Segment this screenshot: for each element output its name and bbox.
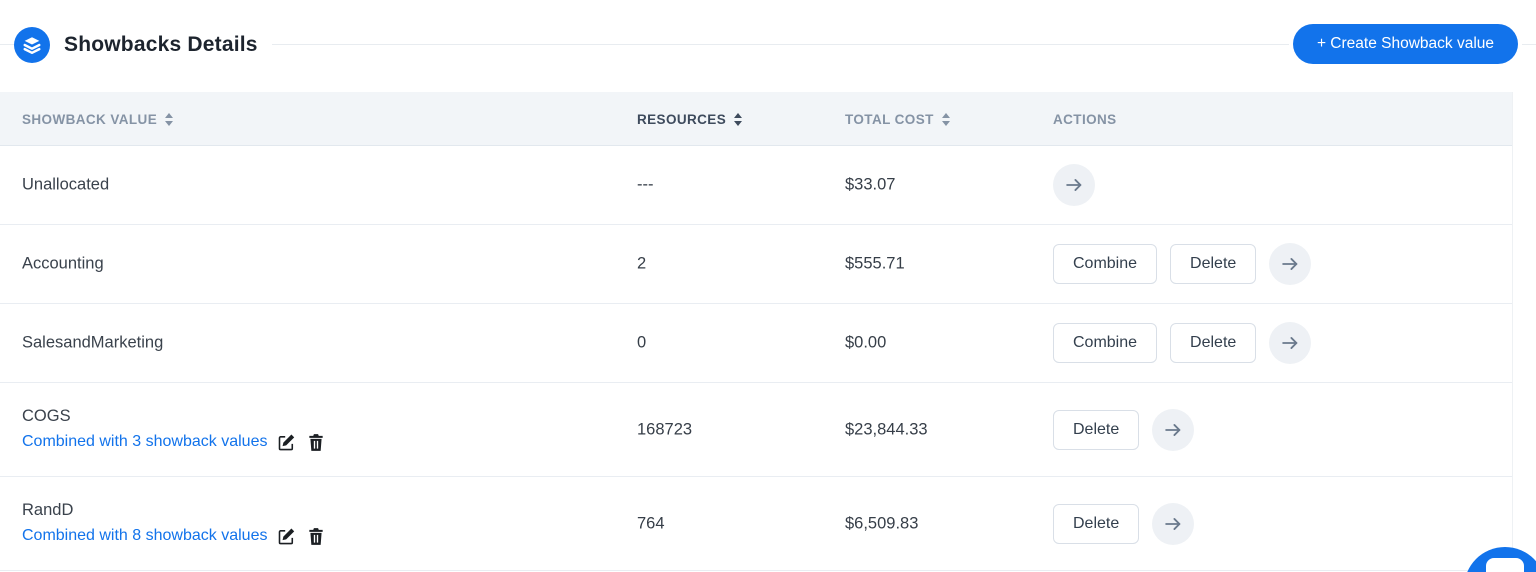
total-cost-cell: $33.07 bbox=[845, 175, 896, 194]
row-details-arrow-button[interactable] bbox=[1152, 408, 1195, 451]
row-details-arrow-button[interactable] bbox=[1269, 322, 1312, 364]
delete-button[interactable]: Delete bbox=[1053, 503, 1140, 544]
edit-pencil-icon bbox=[279, 434, 295, 450]
title-divider-line bbox=[0, 44, 1536, 45]
actions-cell: Delete bbox=[1053, 502, 1195, 545]
arrow-right-icon bbox=[1066, 179, 1082, 191]
header-resources[interactable]: RESOURCES bbox=[637, 92, 743, 146]
trash-icon bbox=[309, 433, 324, 451]
total-cost-cell: $555.71 bbox=[845, 254, 905, 273]
resources-cell: 168723 bbox=[637, 420, 693, 438]
delete-button[interactable]: Delete bbox=[1170, 323, 1257, 363]
sort-up-down-icon[interactable] bbox=[941, 112, 950, 126]
actions-cell: Delete bbox=[1053, 408, 1195, 451]
table-row: Accounting 2 $555.71 Combine Delete bbox=[0, 225, 1512, 304]
sort-up-down-icon[interactable] bbox=[165, 112, 174, 126]
top-bar: Showbacks Details + Create Showback valu… bbox=[0, 0, 1536, 92]
showback-value-cell: Unallocated bbox=[22, 176, 109, 195]
delete-button[interactable]: Delete bbox=[1170, 244, 1257, 284]
chat-bubble-icon bbox=[1486, 558, 1524, 572]
showback-name: Accounting bbox=[22, 254, 104, 273]
table-header-row: SHOWBACK VALUE RESOURCES TOTAL COST ACTI… bbox=[0, 92, 1512, 146]
resources-cell: 2 bbox=[637, 254, 647, 273]
delete-button[interactable]: Delete bbox=[1053, 409, 1140, 450]
header-showback-value[interactable]: SHOWBACK VALUE bbox=[22, 92, 174, 146]
row-details-arrow-button[interactable] bbox=[1053, 164, 1095, 206]
actions-cell: Combine Delete bbox=[1053, 322, 1312, 364]
row-details-arrow-button[interactable] bbox=[1152, 502, 1195, 545]
table-row: SalesandMarketing 0 $0.00 Combine Delete bbox=[0, 304, 1512, 383]
table-row: RandD Combined with 8 showback values bbox=[0, 477, 1512, 571]
showback-value-cell: SalesandMarketing bbox=[22, 334, 163, 353]
edit-pencil-icon bbox=[279, 528, 295, 544]
sort-up-down-icon[interactable] bbox=[734, 112, 743, 126]
combined-values-link[interactable]: Combined with 3 showback values bbox=[22, 433, 268, 450]
arrow-right-icon bbox=[1282, 258, 1298, 270]
arrow-right-icon bbox=[1282, 337, 1298, 349]
edit-combined-button[interactable] bbox=[276, 526, 297, 547]
page-header: Showbacks Details bbox=[14, 26, 272, 64]
resources-cell: --- bbox=[637, 175, 654, 194]
create-showback-button[interactable]: + Create Showback value bbox=[1292, 24, 1518, 64]
arrow-right-icon bbox=[1165, 423, 1181, 436]
row-details-arrow-button[interactable] bbox=[1269, 243, 1312, 285]
combine-button[interactable]: Combine bbox=[1053, 323, 1158, 363]
total-cost-cell: $6,509.83 bbox=[845, 514, 919, 532]
showback-value-cell: RandD Combined with 8 showback values bbox=[22, 501, 326, 547]
create-button-wrap: + Create Showback value bbox=[1288, 24, 1522, 64]
combined-values-link[interactable]: Combined with 8 showback values bbox=[22, 527, 268, 544]
showback-value-cell: COGS Combined with 3 showback values bbox=[22, 407, 326, 453]
total-cost-cell: $0.00 bbox=[845, 333, 887, 352]
header-total-cost[interactable]: TOTAL COST bbox=[845, 92, 950, 146]
combined-info-line: Combined with 3 showback values bbox=[22, 432, 326, 453]
showback-name: COGS bbox=[22, 406, 71, 425]
showback-name: Unallocated bbox=[22, 175, 110, 194]
showback-name: SalesandMarketing bbox=[22, 333, 164, 352]
resources-cell: 0 bbox=[637, 333, 647, 352]
table-row: Unallocated --- $33.07 bbox=[0, 146, 1512, 225]
resources-cell: 764 bbox=[637, 514, 665, 532]
combine-button[interactable]: Combine bbox=[1053, 244, 1158, 284]
arrow-right-icon bbox=[1165, 517, 1181, 530]
layers-stack-icon bbox=[14, 27, 50, 63]
delete-combined-button[interactable] bbox=[306, 526, 326, 547]
header-actions: ACTIONS bbox=[1053, 111, 1117, 127]
showback-name: RandD bbox=[22, 500, 74, 519]
actions-cell bbox=[1053, 164, 1095, 206]
delete-combined-button[interactable] bbox=[306, 432, 326, 453]
combined-info-line: Combined with 8 showback values bbox=[22, 526, 326, 547]
edit-combined-button[interactable] bbox=[276, 432, 297, 453]
trash-icon bbox=[309, 527, 324, 545]
total-cost-cell: $23,844.33 bbox=[845, 420, 928, 438]
page-title: Showbacks Details bbox=[64, 33, 258, 56]
table-row: COGS Combined with 3 showback values bbox=[0, 383, 1512, 477]
showbacks-table: SHOWBACK VALUE RESOURCES TOTAL COST ACTI… bbox=[0, 92, 1513, 571]
showback-value-cell: Accounting bbox=[22, 255, 104, 274]
actions-cell: Combine Delete bbox=[1053, 243, 1312, 285]
